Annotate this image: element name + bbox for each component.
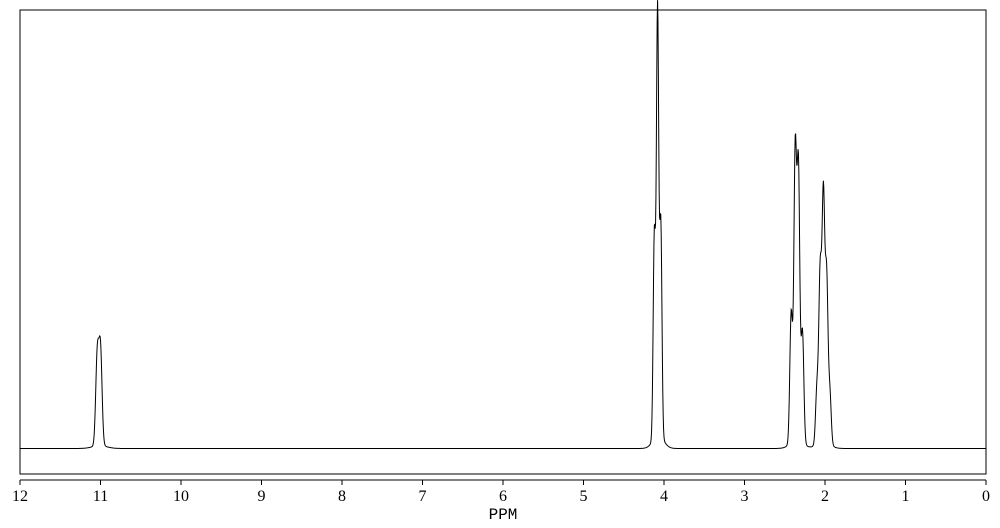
x-tick-label: 6 (499, 488, 507, 505)
x-tick-label: 0 (982, 488, 990, 505)
x-tick-label: 4 (660, 488, 668, 505)
x-tick-label: 2 (821, 488, 829, 505)
x-tick-label: 3 (741, 488, 749, 505)
x-tick-label: 10 (173, 488, 189, 505)
x-tick-label: 5 (580, 488, 588, 505)
x-tick-label: 8 (338, 488, 346, 505)
x-tick-label: 12 (12, 488, 28, 505)
x-axis-label: PPM (489, 506, 518, 524)
x-tick-label: 9 (258, 488, 266, 505)
x-tick-label: 1 (902, 488, 910, 505)
x-tick-label: 7 (419, 488, 427, 505)
x-tick-label: 11 (93, 488, 108, 505)
chart-svg: 1211109876543210PPM (0, 0, 1000, 528)
nmr-chart: 1211109876543210PPM (0, 0, 1000, 528)
